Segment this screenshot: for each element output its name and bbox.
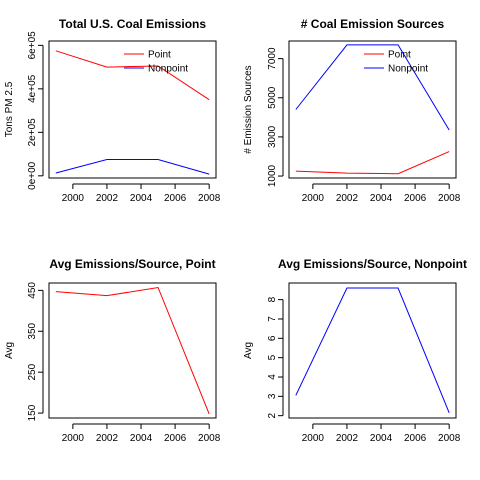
chart-panel-1: Total U.S. Coal Emissions Tons PM 2.5 2000… [4, 17, 221, 204]
chart-panel-4: Avg Emissions/Source, Nonpoint Avg 2000 200… [243, 257, 467, 444]
x-tick-label: 2006 [164, 433, 187, 444]
x-tick-label: 2002 [336, 193, 359, 204]
y-tick-label: 4e+05 [27, 74, 38, 103]
x-tick-label: 2008 [438, 433, 461, 444]
x-tick-label: 2008 [198, 433, 221, 444]
y-axis-label: # Emission Sources [243, 65, 254, 153]
x-tick-label: 2008 [198, 193, 221, 204]
series-line-nonpoint [295, 44, 450, 131]
x-tick-label: 2000 [62, 193, 85, 204]
x-tick-label: 2006 [404, 193, 427, 204]
legend-label: Point [388, 50, 411, 61]
legend-label: Point [148, 50, 171, 61]
x-tick-label: 2000 [62, 433, 85, 444]
plot-frame [288, 40, 457, 179]
plot-frame [48, 282, 217, 419]
series-line-nonpoint [55, 159, 210, 175]
y-axis-label: Avg [4, 342, 15, 359]
x-tick-label: 2000 [302, 193, 325, 204]
y-tick-label: 150 [27, 404, 38, 421]
plot-frame [288, 282, 457, 419]
x-tick-label: 2002 [336, 433, 359, 444]
chart-panel-3: Avg Emissions/Source, Point Avg 2000 2002 20… [4, 257, 221, 444]
x-tick-label: 2002 [96, 193, 119, 204]
legend: Point Nonpoint [364, 50, 428, 75]
chart-title: # Coal Emission Sources [301, 17, 445, 31]
y-axis-label: Tons PM 2.5 [4, 81, 15, 137]
legend-label: Nonpoint [388, 64, 428, 75]
series-line-point [295, 151, 450, 175]
x-tick-label: 2006 [164, 193, 187, 204]
y-tick-label: 5000 [267, 86, 278, 109]
y-tick-label: 350 [27, 322, 38, 339]
chart-title: Avg Emissions/Source, Point [49, 257, 215, 271]
chart-title: Avg Emissions/Source, Nonpoint [278, 257, 467, 271]
x-tick-label: 2004 [370, 193, 393, 204]
y-tick-label: 7 [267, 316, 278, 322]
chart-title: Total U.S. Coal Emissions [59, 17, 206, 31]
y-tick-label: 6 [267, 335, 278, 341]
chart-panel-2: # Coal Emission Sources # Emission Source… [243, 17, 461, 204]
series-line-point [55, 50, 210, 101]
series-line-series-1 [55, 286, 210, 415]
y-tick-label: 3000 [267, 125, 278, 148]
y-axis-label: Avg [243, 342, 254, 359]
x-tick-label: 2000 [302, 433, 325, 444]
series-line-series-1 [295, 287, 450, 413]
x-tick-label: 2004 [370, 433, 393, 444]
legend: Point Nonpoint [124, 50, 188, 75]
y-tick-label: 7000 [267, 47, 278, 70]
y-tick-label: 6e+05 [27, 31, 38, 60]
y-tick-label: 2 [267, 412, 278, 418]
x-tick-label: 2002 [96, 433, 119, 444]
y-tick-label: 5 [267, 354, 278, 360]
x-tick-label: 2006 [404, 433, 427, 444]
y-tick-label: 8 [267, 296, 278, 302]
x-tick-label: 2008 [438, 193, 461, 204]
plot-frame [48, 40, 217, 179]
y-tick-label: 1000 [267, 164, 278, 187]
x-tick-label: 2004 [130, 193, 153, 204]
legend-label: Nonpoint [148, 64, 188, 75]
y-tick-label: 2e+05 [27, 118, 38, 147]
y-tick-label: 250 [27, 363, 38, 380]
y-tick-label: 4 [267, 374, 278, 380]
x-tick-label: 2004 [130, 433, 153, 444]
y-tick-label: 3 [267, 393, 278, 399]
y-tick-label: 450 [27, 282, 38, 299]
y-tick-label: 0e+00 [27, 161, 38, 190]
